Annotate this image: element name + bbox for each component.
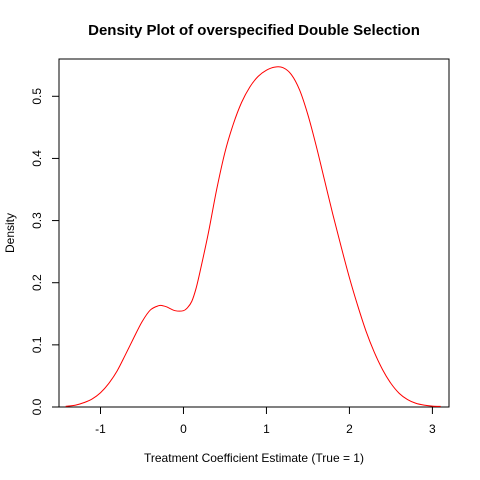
x-tick-label: 1	[263, 422, 270, 436]
x-axis-label: Treatment Coefficient Estimate (True = 1…	[144, 451, 364, 465]
x-tick-label: 3	[429, 422, 436, 436]
x-tick-label: 2	[346, 422, 353, 436]
x-tick-label: -1	[95, 422, 106, 436]
y-axis-label: Density	[3, 213, 17, 253]
chart-title: Density Plot of overspecified Double Sel…	[88, 22, 420, 39]
y-tick-label: 0.4	[30, 150, 44, 167]
y-tick-label: 0.3	[30, 212, 44, 229]
y-tick-label: 0.2	[30, 274, 44, 291]
y-tick-label: 0.1	[30, 336, 44, 353]
y-tick-label: 0.5	[30, 88, 44, 105]
plot-frame	[59, 59, 449, 407]
x-tick-label: 0	[180, 422, 187, 436]
y-tick-label: 0.0	[30, 398, 44, 415]
density-line	[66, 67, 441, 407]
x-axis: -1 0 1 2 3	[95, 407, 436, 436]
y-axis: 0.0 0.1 0.2 0.3 0.4 0.5	[30, 88, 59, 416]
